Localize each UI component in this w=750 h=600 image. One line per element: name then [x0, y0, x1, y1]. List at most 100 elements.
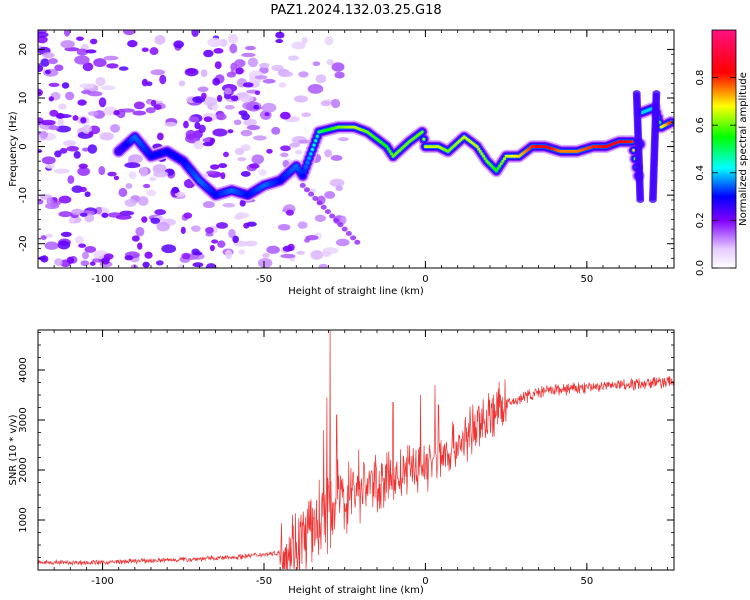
heatmap-ridge-cell: [304, 165, 308, 169]
heatmap-ridge-cell: [296, 166, 300, 170]
heatmap-ridge-cell: [494, 169, 498, 173]
heatmap-cell: [79, 212, 88, 217]
heatmap-cell: [232, 235, 239, 244]
heatmap-cell: [331, 62, 345, 72]
heatmap-ridge-cell: [475, 145, 479, 149]
heatmap-cell: [183, 120, 189, 129]
heatmap-cell: [234, 147, 245, 156]
heatmap-cell: [324, 209, 331, 215]
heatmap-cell: [154, 34, 166, 45]
x-tick-label: 50: [580, 274, 593, 285]
heatmap-cell: [217, 240, 226, 248]
heatmap-cell: [312, 196, 319, 202]
heatmap-cell: [58, 211, 73, 218]
heatmap-cell: [254, 75, 268, 80]
y-tick-label: -20: [18, 236, 29, 252]
heatmap-cell: [40, 119, 56, 126]
heatmap-cell: [191, 225, 201, 232]
heatmap-cell: [324, 35, 334, 46]
y-tick-label: 3000: [18, 407, 29, 432]
heatmap-cell: [186, 68, 197, 74]
heatmap-ridge-cell: [496, 166, 500, 170]
snr-panel: -100 -50 0 50 1000 2000 3000 4000 Height of st…: [8, 329, 675, 596]
heatmap-cell: [124, 198, 137, 207]
heatmap-ridge-cell: [420, 130, 424, 134]
heatmap-cell: [137, 196, 149, 206]
colorbar-label: Normalized spectral amplitude: [738, 72, 749, 226]
heatmap-cell: [285, 209, 294, 216]
heatmap-cell: [254, 90, 261, 96]
snr-series-line: [38, 330, 674, 570]
heatmap-ridge-cell: [630, 140, 634, 144]
heatmap-cell: [180, 226, 186, 235]
heatmap-cell: [266, 245, 280, 254]
heatmap-cell: [150, 217, 161, 224]
heatmap-ridge-cell: [652, 90, 661, 97]
heatmap-cell: [142, 261, 150, 268]
heatmap-cell: [53, 168, 70, 174]
heatmap-cell: [316, 200, 323, 206]
heatmap-cell: [216, 94, 223, 103]
heatmap-cell: [326, 59, 334, 66]
heatmap-ridge-cell: [315, 134, 319, 138]
heatmap-cell: [227, 33, 239, 44]
heatmap-cell: [49, 109, 59, 117]
heatmap-cell: [329, 213, 336, 219]
heatmap-cell: [59, 147, 68, 154]
heatmap-cell: [220, 172, 226, 180]
heatmap-cell: [88, 131, 94, 138]
x-tick-label: 0: [422, 274, 428, 285]
heatmap-cell: [240, 129, 253, 137]
heatmap-cell: [81, 124, 92, 134]
heatmap-cell: [329, 178, 345, 187]
heatmap-cell: [89, 38, 98, 45]
heatmap-cell: [57, 240, 71, 250]
heatmap-cell: [41, 156, 56, 165]
heatmap-cell: [318, 263, 329, 268]
heatmap-cell: [44, 69, 51, 75]
heatmap-cell: [253, 104, 260, 110]
heatmap-cell: [222, 202, 236, 208]
heatmap-cell: [38, 64, 44, 73]
heatmap-cell: [48, 96, 55, 102]
heatmap-cell: [95, 76, 106, 86]
heatmap-cell: [78, 163, 88, 169]
heatmap-cell: [68, 217, 75, 224]
heatmap-cell: [66, 145, 79, 152]
heatmap-cell: [341, 226, 348, 232]
heatmap-cell: [337, 222, 344, 228]
heatmap-cell: [44, 241, 59, 250]
colorbar-tick-label: 0.8: [695, 70, 706, 86]
heatmap-cell: [266, 148, 273, 154]
heatmap-cell: [229, 43, 238, 54]
heatmap-ridge-cell: [632, 90, 641, 97]
heatmap-ridge-cell: [501, 159, 505, 163]
heatmap-cell: [235, 67, 244, 75]
heatmap-cell: [345, 231, 352, 237]
heatmap-cell: [337, 137, 349, 142]
heatmap-cell: [101, 212, 109, 218]
heatmap-cell: [150, 99, 157, 107]
heatmap-cell: [280, 253, 296, 259]
snr-x-axis: -100 -50 0 50: [37, 330, 668, 587]
heatmap-ridge-cell: [307, 156, 311, 160]
heatmap-cell: [98, 97, 107, 108]
heatmap-cell: [234, 59, 246, 68]
heatmap-cell: [82, 251, 89, 260]
heatmap-cell: [193, 140, 204, 150]
heatmap-cell: [234, 215, 243, 220]
heatmap-cell: [280, 152, 289, 158]
heatmap-cell: [219, 38, 228, 47]
heatmap-cell: [340, 215, 347, 225]
heatmap-cell: [191, 30, 199, 38]
heatmap-cell: [139, 166, 149, 177]
heatmap-cell: [330, 155, 343, 161]
heatmap-cell: [73, 150, 81, 159]
heatmap-cell: [312, 61, 321, 67]
heatmap-cell: [212, 128, 228, 137]
heatmap-cell: [155, 260, 164, 266]
heatmap-cell: [54, 64, 64, 72]
heatmap-cell: [154, 209, 166, 216]
heatmap-cell: [223, 93, 232, 100]
heatmap-ridge-cell: [482, 154, 486, 158]
